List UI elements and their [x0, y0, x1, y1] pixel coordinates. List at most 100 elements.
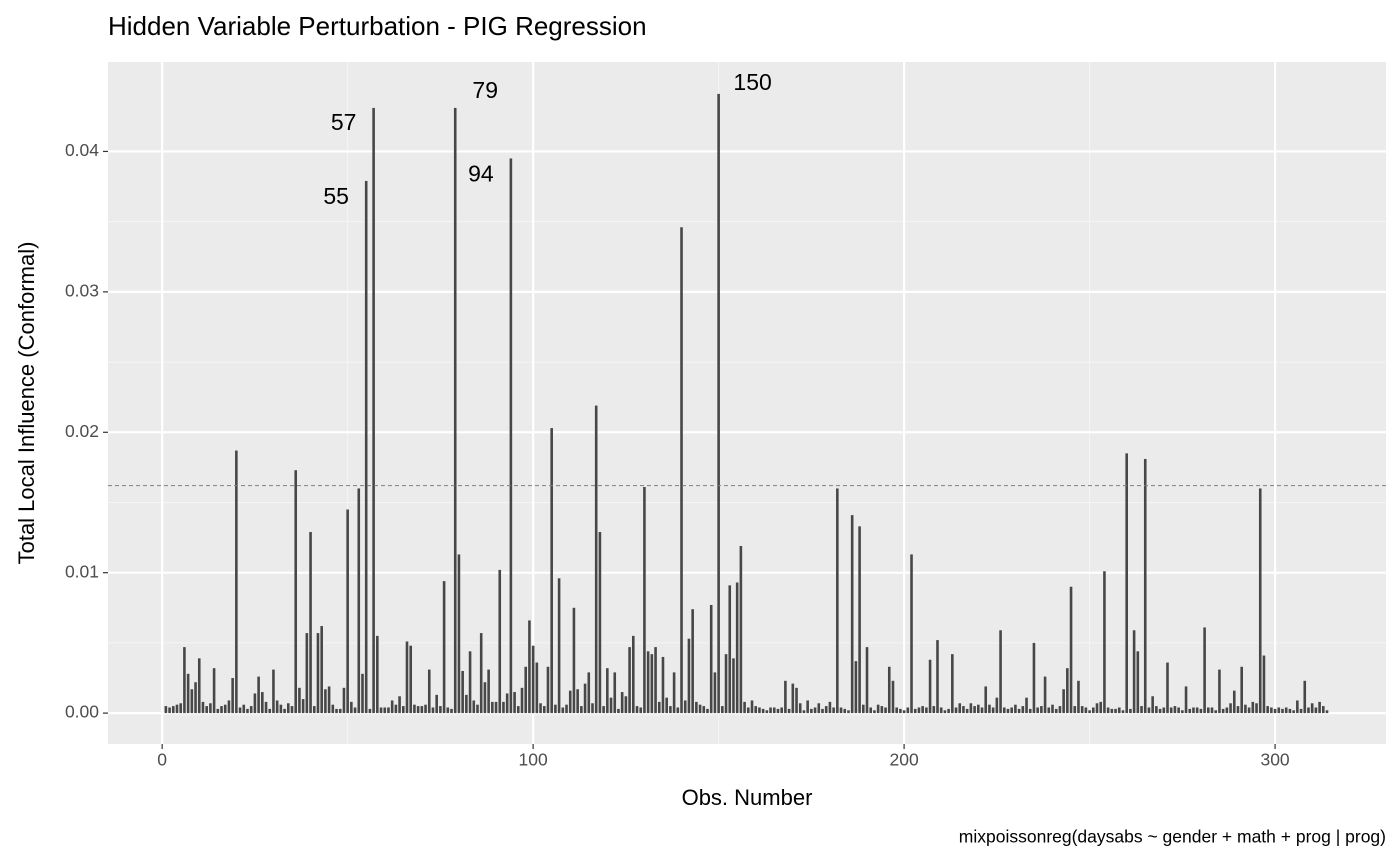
bar [639, 707, 643, 714]
bar [568, 690, 572, 714]
bar [364, 180, 368, 714]
bar [1025, 697, 1028, 714]
bar [301, 699, 305, 714]
bar [535, 662, 539, 714]
bar [242, 704, 246, 714]
bar [1143, 458, 1147, 714]
bar [906, 707, 910, 714]
bar [1192, 707, 1195, 714]
y-tick-label: 0.03 [65, 280, 99, 300]
bar [717, 93, 720, 714]
bar [531, 645, 535, 714]
bar [290, 706, 294, 714]
bar [769, 707, 772, 714]
bar [1296, 700, 1299, 714]
bar [884, 707, 887, 714]
bar [631, 635, 635, 714]
bar [1125, 453, 1128, 714]
bar [316, 633, 320, 714]
bar [212, 668, 216, 714]
bar [1140, 706, 1143, 714]
bar [1014, 704, 1017, 714]
bar [1114, 708, 1117, 714]
bar [1129, 708, 1132, 714]
bar [1325, 710, 1329, 714]
bar [747, 707, 750, 714]
bar [728, 585, 732, 714]
bar [806, 700, 809, 714]
bar [869, 707, 873, 714]
bar [1099, 701, 1103, 714]
bar [680, 227, 683, 714]
bar [973, 706, 976, 714]
bar [324, 689, 327, 714]
bar [249, 706, 253, 714]
bar [776, 708, 780, 714]
bar [442, 581, 446, 714]
bar [1017, 708, 1021, 714]
bar [409, 645, 413, 714]
bar [880, 706, 884, 714]
bar [1266, 706, 1269, 714]
bar [398, 696, 401, 714]
bar [194, 682, 197, 714]
bar [865, 647, 869, 714]
bar [765, 710, 769, 714]
bar [821, 708, 824, 714]
bar [235, 450, 238, 714]
bar [357, 488, 361, 714]
bar [780, 707, 783, 714]
bar [895, 707, 898, 714]
bar [1132, 630, 1136, 714]
bar [1188, 708, 1192, 714]
bar [1229, 703, 1232, 714]
bar [576, 689, 579, 714]
bar [1169, 707, 1173, 714]
bar [750, 700, 754, 714]
bar [275, 700, 279, 714]
bar [850, 515, 854, 714]
bar [791, 683, 795, 714]
bar [843, 708, 847, 714]
bar [487, 669, 490, 714]
bar [516, 706, 520, 714]
bar [546, 666, 550, 714]
bar [665, 697, 668, 714]
y-tick-label: 0.00 [65, 702, 99, 722]
bar [754, 706, 758, 714]
bar [947, 708, 950, 714]
bar [342, 687, 346, 714]
bar [361, 673, 364, 714]
bar [227, 700, 231, 714]
bar [183, 647, 186, 714]
bar [713, 672, 717, 714]
bar [539, 703, 542, 714]
x-tick-label: 100 [519, 750, 548, 770]
bar [1110, 708, 1114, 714]
y-tick-label: 0.02 [65, 421, 99, 441]
bar [854, 661, 858, 714]
bar [372, 107, 375, 714]
bar [223, 704, 227, 714]
bar [1155, 706, 1158, 714]
bar [862, 704, 865, 714]
bar [461, 670, 464, 714]
bar [913, 708, 917, 714]
bar [984, 686, 988, 714]
bar [1084, 707, 1088, 714]
bar [1051, 704, 1054, 714]
bar [491, 701, 494, 714]
bar [691, 609, 694, 714]
bar [635, 706, 639, 714]
bar [1258, 488, 1262, 714]
bar [594, 405, 598, 714]
bar [1088, 710, 1091, 714]
bar [320, 626, 323, 714]
bar [1095, 703, 1099, 714]
bar [954, 707, 958, 714]
bar [272, 669, 275, 714]
bar [1058, 706, 1062, 714]
x-tick-label: 300 [1260, 750, 1289, 770]
bar [784, 680, 787, 714]
bar [628, 647, 631, 714]
